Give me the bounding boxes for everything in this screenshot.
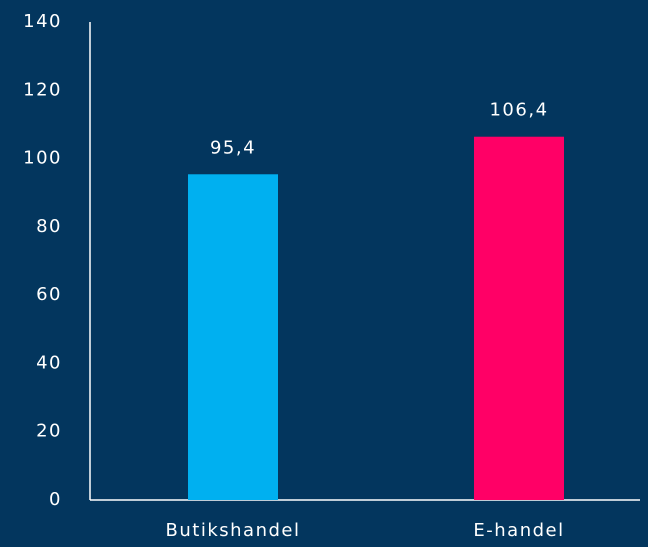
bar	[474, 136, 564, 500]
y-tick-label: 80	[36, 216, 62, 237]
y-tick-label: 120	[23, 79, 62, 100]
y-tick-label: 0	[49, 489, 62, 510]
x-tick-label: E-handel	[473, 520, 564, 541]
value-label: 95,4	[210, 137, 256, 158]
value-label: 106,4	[489, 100, 548, 121]
x-tick-label: Butikshandel	[166, 520, 301, 541]
y-tick-label: 20	[36, 421, 62, 442]
y-tick-label: 60	[36, 284, 62, 305]
y-tick-label: 40	[36, 352, 62, 373]
y-tick-label: 100	[23, 148, 62, 169]
bar	[188, 174, 278, 500]
y-tick-label: 140	[23, 11, 62, 32]
